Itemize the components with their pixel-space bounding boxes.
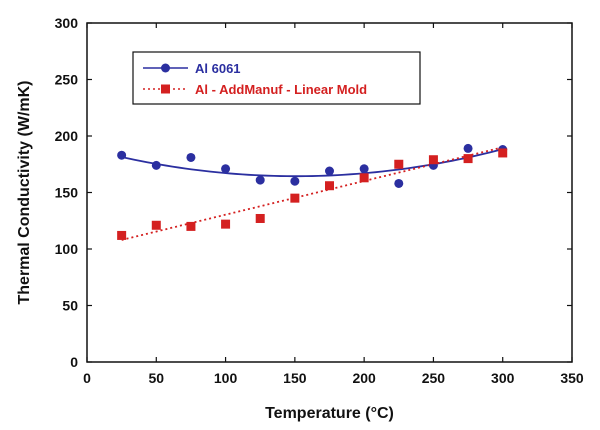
data-point-al-addmanuf	[394, 159, 404, 169]
data-point-al-addmanuf	[186, 221, 196, 231]
data-point-al-6061	[463, 143, 473, 153]
data-point-al-addmanuf	[463, 154, 473, 164]
fit-line-al-6061	[121, 148, 503, 178]
y-tick-label: 150	[55, 185, 79, 201]
data-markers	[117, 143, 508, 240]
data-point-al-6061	[117, 150, 127, 160]
legend-marker-al-addmanuf	[161, 84, 170, 94]
data-point-al-6061	[186, 152, 196, 162]
y-tick-label: 300	[55, 15, 79, 31]
fit-line-al-addmanuf	[121, 146, 503, 241]
data-point-al-6061	[394, 178, 404, 188]
x-axis-label: Temperature (°C)	[265, 405, 394, 422]
data-point-al-6061	[359, 164, 369, 174]
fit-lines	[121, 146, 503, 241]
data-point-al-addmanuf	[221, 219, 231, 229]
x-tick-label: 150	[283, 370, 307, 386]
x-tick-label: 100	[214, 370, 238, 386]
data-point-al-addmanuf	[151, 220, 161, 230]
legend-marker-al-6061	[161, 63, 170, 73]
legend-label-al-6061: Al 6061	[195, 61, 241, 76]
y-tick-label: 50	[62, 298, 78, 314]
x-tick-label: 250	[422, 370, 446, 386]
data-point-al-6061	[290, 176, 300, 186]
y-tick-label: 100	[55, 241, 79, 257]
y-axis-label: Thermal Conductivity (W/mK)	[16, 80, 33, 304]
data-point-al-6061	[151, 160, 161, 170]
x-tick-label: 300	[491, 370, 515, 386]
data-point-al-addmanuf	[325, 181, 334, 191]
legend-label-al-addmanuf: Al - AddManuf - Linear Mold	[195, 82, 367, 97]
legend-box	[132, 51, 421, 105]
data-point-al-6061	[255, 175, 265, 185]
x-tick-label: 200	[352, 370, 376, 386]
x-tick-label: 50	[148, 370, 164, 386]
data-point-al-6061	[325, 166, 334, 176]
data-point-al-addmanuf	[117, 230, 127, 240]
data-point-al-6061	[221, 164, 231, 174]
x-tick-label: 350	[560, 370, 584, 386]
x-tick-label: 0	[83, 370, 91, 386]
y-tick-label: 0	[70, 354, 78, 370]
y-tick-label: 250	[55, 72, 79, 88]
data-point-al-addmanuf	[428, 155, 438, 165]
data-point-al-addmanuf	[290, 193, 300, 203]
legend: Al 6061 Al - AddManuf - Linear Mold	[132, 51, 421, 105]
axis-ticks: 0 50 100 150 200 250 300 350 0 50 100 150 200 250 300	[55, 15, 584, 386]
y-tick-label: 200	[55, 128, 79, 144]
data-point-al-addmanuf	[498, 148, 508, 158]
data-point-al-addmanuf	[255, 213, 265, 223]
data-point-al-addmanuf	[359, 173, 369, 183]
